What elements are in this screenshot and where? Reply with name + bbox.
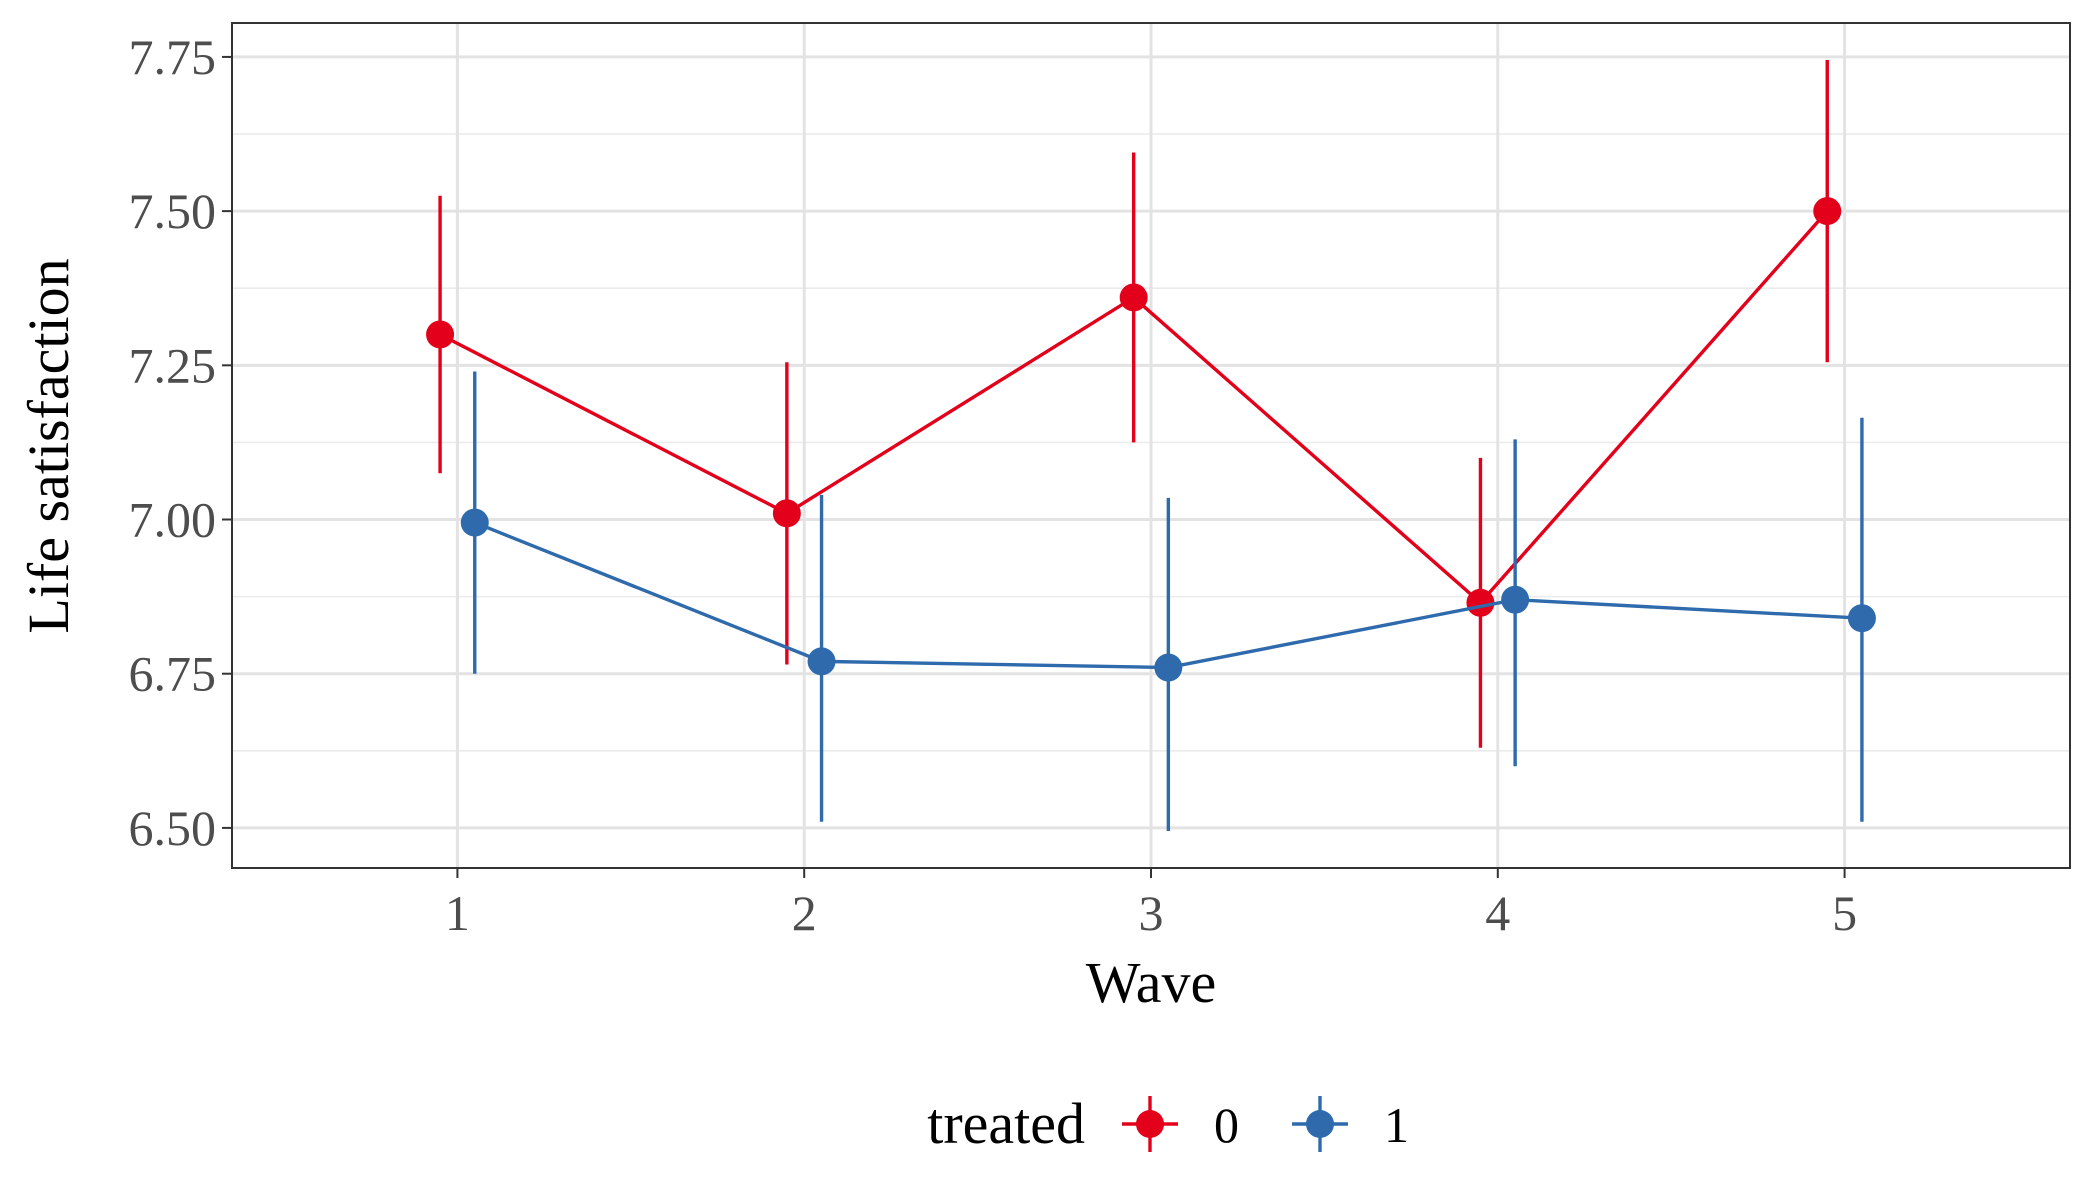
series-layer bbox=[426, 60, 1876, 831]
y-tick-label: 7.50 bbox=[129, 183, 217, 239]
x-tick-label: 3 bbox=[1139, 885, 1164, 941]
x-tick-label: 5 bbox=[1832, 885, 1857, 941]
x-axis: 1 2 3 4 5 bbox=[445, 868, 1857, 941]
legend-key-point bbox=[1136, 1110, 1164, 1138]
x-tick-label: 2 bbox=[792, 885, 817, 941]
legend-item-1: 1 bbox=[1292, 1096, 1409, 1153]
data-point bbox=[772, 499, 801, 528]
x-axis-title: Wave bbox=[1086, 950, 1217, 1015]
legend-label: 1 bbox=[1384, 1097, 1409, 1153]
y-axis-title: Life satisfaction bbox=[16, 258, 81, 633]
data-point bbox=[1813, 197, 1842, 226]
y-axis: 6.50 6.75 7.00 7.25 7.50 7.75 bbox=[129, 29, 232, 856]
series-0 bbox=[426, 60, 1842, 748]
data-point bbox=[460, 508, 489, 537]
y-tick-label: 6.50 bbox=[129, 800, 217, 856]
legend-key-point bbox=[1306, 1110, 1334, 1138]
y-tick-label: 7.25 bbox=[129, 337, 217, 393]
y-tick-label: 6.75 bbox=[129, 646, 217, 702]
series-1 bbox=[460, 371, 1876, 831]
data-point bbox=[1847, 604, 1876, 633]
y-tick-label: 7.00 bbox=[129, 492, 217, 548]
data-point bbox=[1154, 653, 1183, 682]
data-point bbox=[1501, 585, 1530, 614]
legend-title: treated bbox=[927, 1091, 1085, 1156]
data-point bbox=[807, 647, 836, 676]
major-gridlines bbox=[232, 23, 2070, 868]
legend-label: 0 bbox=[1214, 1097, 1239, 1153]
x-tick-label: 4 bbox=[1485, 885, 1510, 941]
data-point bbox=[1119, 283, 1148, 312]
data-point bbox=[1466, 588, 1495, 617]
y-tick-label: 7.75 bbox=[129, 29, 217, 85]
data-point bbox=[426, 320, 455, 349]
x-tick-label: 1 bbox=[445, 885, 470, 941]
legend-item-0: 0 bbox=[1122, 1096, 1239, 1153]
